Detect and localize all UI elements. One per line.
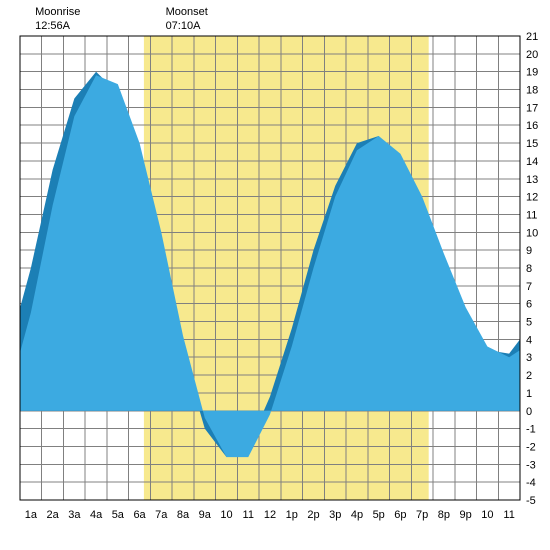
y-tick-label: 2: [526, 370, 532, 382]
moonset-title: Moonset: [166, 6, 208, 20]
y-tick-label: 3: [526, 352, 532, 364]
y-tick-label: 10: [526, 227, 538, 239]
x-tick-label: 3a: [68, 509, 81, 521]
y-tick-label: 20: [526, 49, 538, 61]
y-tick-label: -1: [526, 424, 536, 436]
y-tick-label: 13: [526, 174, 538, 186]
y-tick-label: -4: [526, 477, 536, 489]
y-tick-label: 5: [526, 317, 532, 329]
y-tick-label: 14: [526, 156, 538, 168]
y-tick-label: 6: [526, 299, 532, 311]
x-tick-label: 2a: [46, 509, 59, 521]
moonset-value: 07:10A: [166, 20, 208, 34]
x-tick-label: 8a: [177, 509, 190, 521]
x-tick-label: 11: [503, 509, 514, 521]
x-tick-label: 1a: [25, 509, 38, 521]
y-tick-label: 18: [526, 85, 538, 97]
x-tick-label: 8p: [438, 509, 450, 521]
x-tick-label: 9a: [199, 509, 212, 521]
y-tick-label: 15: [526, 138, 538, 150]
x-tick-label: 5p: [373, 509, 385, 521]
y-tick-label: 16: [526, 120, 538, 132]
y-tick-label: -3: [526, 459, 536, 471]
x-tick-label: 10: [481, 509, 493, 521]
y-tick-label: 1: [526, 388, 532, 400]
tide-chart: -5-4-3-2-1012345678910111213141516171819…: [0, 0, 550, 550]
y-tick-label: 7: [526, 281, 532, 293]
y-tick-label: 8: [526, 263, 532, 275]
x-tick-label: 11: [243, 509, 254, 521]
x-tick-label: 3p: [329, 509, 341, 521]
moonrise-title: Moonrise: [35, 6, 80, 20]
y-tick-label: -5: [526, 495, 536, 507]
x-tick-label: 4p: [351, 509, 363, 521]
x-tick-label: 4a: [90, 509, 103, 521]
y-tick-label: 4: [526, 334, 532, 346]
moonrise-value: 12:56A: [35, 20, 80, 34]
y-tick-label: 12: [526, 192, 538, 204]
y-tick-label: 19: [526, 67, 538, 79]
x-tick-label: 7p: [416, 509, 428, 521]
y-tick-label: 0: [526, 406, 532, 418]
x-tick-label: 10: [220, 509, 232, 521]
y-tick-label: 11: [526, 209, 537, 221]
moonrise-annotation: Moonrise12:56A: [35, 6, 80, 34]
x-tick-label: 6p: [394, 509, 406, 521]
y-tick-label: 17: [526, 102, 538, 114]
y-tick-label: 9: [526, 245, 532, 257]
x-tick-label: 5a: [112, 509, 125, 521]
x-tick-label: 12: [264, 509, 276, 521]
x-tick-label: 7a: [155, 509, 168, 521]
x-tick-label: 2p: [307, 509, 319, 521]
tide-chart-svg: -5-4-3-2-1012345678910111213141516171819…: [0, 0, 550, 550]
x-tick-label: 1p: [286, 509, 298, 521]
x-tick-label: 6a: [133, 509, 146, 521]
x-tick-label: 9p: [460, 509, 472, 521]
y-tick-label: -2: [526, 441, 536, 453]
moonset-annotation: Moonset07:10A: [166, 6, 208, 34]
y-tick-label: 21: [526, 31, 538, 43]
